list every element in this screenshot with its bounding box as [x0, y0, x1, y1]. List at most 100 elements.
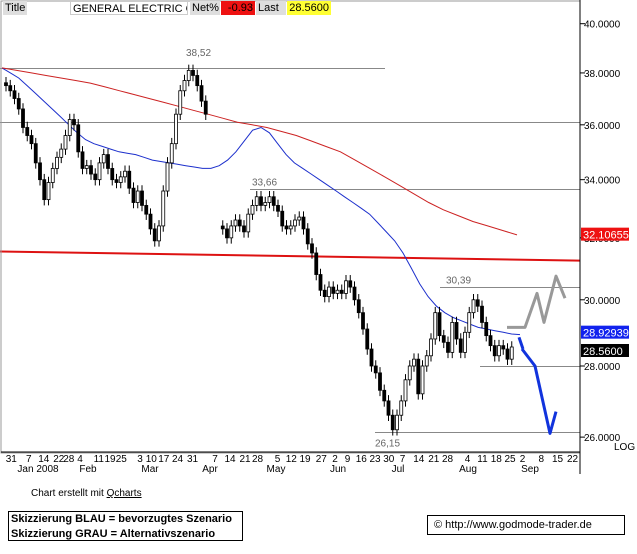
candle-body — [178, 90, 183, 115]
x-day-label: 30 — [383, 454, 395, 465]
candle-body — [118, 176, 123, 183]
candle-body — [424, 355, 429, 367]
ma-long-line — [1, 67, 518, 236]
candle-body — [55, 156, 59, 169]
candle-body — [335, 289, 340, 294]
candle-body — [191, 70, 195, 76]
candle-body — [165, 162, 170, 192]
candle-body — [152, 228, 157, 242]
candle-body — [237, 219, 242, 227]
candle-body — [352, 286, 357, 301]
candle-body — [182, 80, 187, 92]
candle-body — [246, 213, 251, 233]
candle-body — [322, 289, 327, 297]
candle-body — [233, 219, 238, 227]
scenario-arrows — [507, 274, 567, 435]
candle-body — [29, 135, 34, 145]
candle-body — [16, 98, 21, 110]
candle-body — [229, 225, 234, 239]
x-day-label: 3 — [137, 454, 143, 465]
horizontal-levels — [0, 68, 580, 433]
x-day-label: 7 — [400, 454, 406, 465]
candle-body — [378, 372, 382, 391]
candle-body — [484, 322, 489, 337]
x-day-label: 28 — [442, 454, 454, 465]
website-url[interactable]: http://www.godmode-trader.de — [445, 519, 592, 531]
change-label: Net% — [190, 1, 220, 15]
log-scale-label: LOG — [614, 442, 635, 453]
candle-body — [8, 85, 13, 92]
credit-prefix: Chart erstellt mit — [31, 488, 107, 499]
price-badges: 32.10655 28.92939 28.5600 — [581, 227, 629, 358]
x-month-label: Apr — [202, 464, 218, 475]
candle-body — [475, 299, 480, 307]
candle-body — [123, 170, 127, 178]
candle-body — [501, 345, 506, 350]
candle-body — [344, 280, 348, 294]
candle-body — [365, 328, 370, 350]
candle-body — [382, 389, 387, 402]
candle-body — [203, 100, 208, 115]
candle-body — [220, 225, 225, 230]
candle-body — [471, 299, 476, 314]
x-month-label: Jul — [392, 464, 405, 475]
candle-body — [348, 280, 353, 288]
candle-body — [186, 70, 191, 81]
scenario-blue-dash — [517, 336, 525, 350]
candle-body — [131, 187, 136, 203]
candle-body — [12, 90, 17, 99]
candle-body — [437, 312, 442, 337]
candle-body — [301, 216, 306, 230]
candle-body — [293, 219, 297, 227]
price-badge-label: 32.10655 — [583, 230, 629, 242]
candlestick-series — [4, 64, 514, 436]
credit-brand-link[interactable]: Qcharts — [106, 488, 142, 499]
candle-body — [106, 154, 110, 169]
candle-body — [84, 165, 89, 169]
candle-body — [42, 179, 47, 201]
x-day-label: 2 — [332, 454, 338, 465]
candle-body — [59, 148, 64, 158]
legend-blue-line: Skizzierung BLAU = bevorzugtes Szenario — [11, 513, 232, 525]
candle-body — [446, 341, 450, 353]
candle-body — [416, 358, 421, 395]
website-box[interactable]: © http://www.godmode-trader.de — [427, 515, 625, 535]
candle-body — [199, 85, 204, 102]
candle-body — [276, 205, 280, 212]
x-day-label: 21 — [428, 454, 440, 465]
y-tick-label: 38.0000 — [584, 69, 621, 80]
candle-body — [369, 348, 374, 367]
candle-body — [97, 162, 102, 181]
x-month-label: Jan 2008 — [17, 464, 59, 475]
ma-short-line — [1, 67, 521, 336]
candle-body — [140, 190, 144, 206]
scenario-grey-path — [507, 274, 567, 329]
candle-body — [225, 228, 229, 239]
x-day-label: 28 — [252, 454, 264, 465]
instrument-name: GENERAL ELECTRIC CO — [70, 1, 188, 15]
candle-body — [280, 210, 285, 227]
candle-body — [80, 151, 85, 169]
x-month-label: Feb — [79, 464, 97, 475]
x-day-label: 31 — [6, 454, 18, 465]
candle-body — [148, 213, 153, 230]
candle-body — [429, 338, 433, 357]
x-day-label: 15 — [552, 454, 564, 465]
last-label: Last — [256, 1, 286, 15]
candle-body — [509, 346, 514, 360]
candle-body — [433, 312, 438, 340]
x-month-label: May — [267, 464, 286, 475]
x-month-label: Sep — [521, 464, 539, 475]
price-annotation: 26,15 — [375, 439, 400, 450]
candle-body — [33, 143, 38, 164]
candle-body — [21, 108, 25, 128]
price-annotation: 33,66 — [252, 177, 277, 188]
candle-body — [67, 119, 72, 136]
y-tick-label: 30.0000 — [584, 296, 621, 307]
candle-body — [339, 289, 344, 294]
x-month-label: Jun — [330, 464, 346, 475]
copyright-icon: © — [434, 519, 443, 531]
x-day-label: 10 — [146, 454, 158, 465]
candle-body — [161, 190, 166, 227]
